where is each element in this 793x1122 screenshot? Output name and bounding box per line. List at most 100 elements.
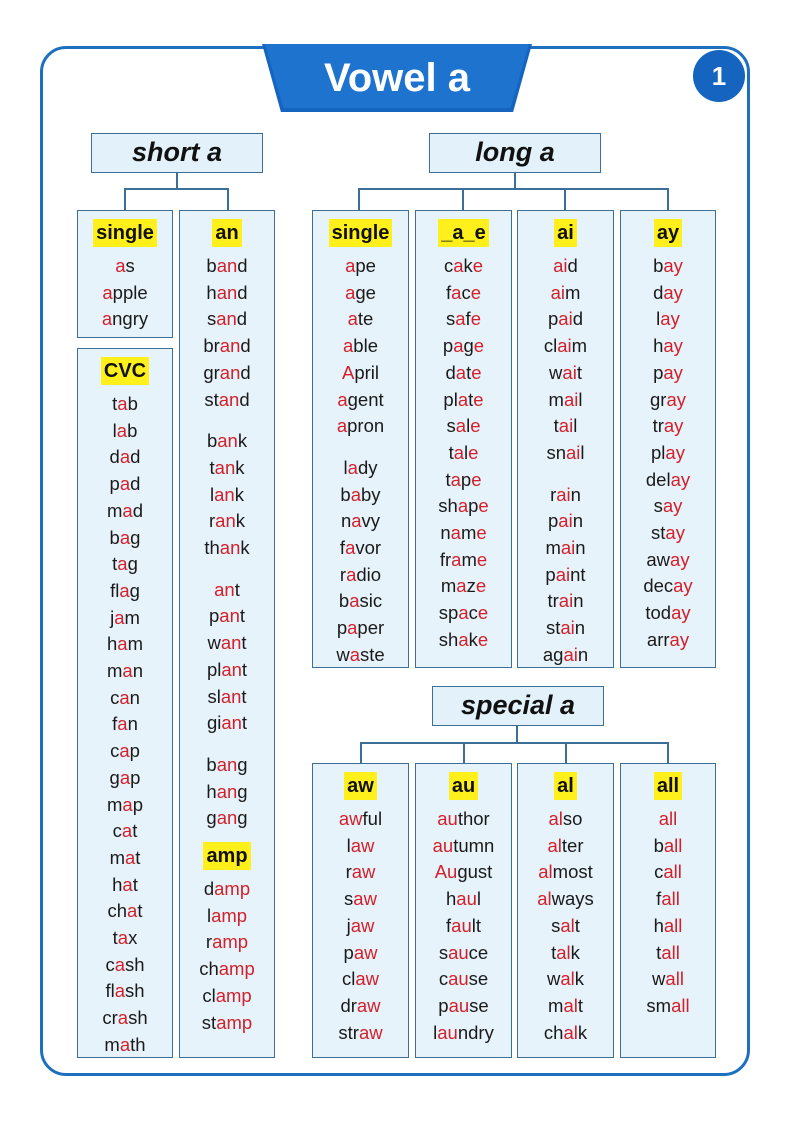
list-item: fall	[621, 886, 715, 913]
letters: sm	[646, 994, 672, 1016]
list-item: wall	[621, 966, 715, 993]
column-special-au: au author autumn August haul fault sauce cause p…	[415, 763, 512, 1058]
letters: l	[343, 456, 348, 478]
letters: t	[241, 632, 247, 654]
highlighted-letters: ay	[663, 281, 683, 303]
list-item: apple	[78, 280, 172, 307]
letters: t	[135, 846, 141, 868]
highlighted-letters: al	[538, 861, 553, 883]
letters: d	[130, 473, 141, 495]
list-item: April	[313, 360, 408, 387]
letters: w	[546, 968, 561, 990]
letters: cl	[202, 984, 216, 1006]
letters: m	[440, 575, 457, 597]
list-item: rain	[518, 482, 613, 509]
highlighted-letters: amp	[212, 931, 249, 953]
list-item: day	[621, 280, 715, 307]
letters: cl	[543, 335, 558, 357]
list-item: tank	[180, 455, 274, 482]
list-item: snail	[518, 440, 613, 467]
letters: t	[112, 393, 118, 414]
list-item: cat	[78, 818, 172, 845]
highlighted-letters: e	[468, 441, 479, 463]
letters: b	[206, 430, 218, 452]
letters: ndry	[457, 1021, 494, 1043]
letters: b	[653, 834, 664, 856]
letters: s	[446, 308, 456, 330]
list-item: stamp	[180, 1010, 274, 1037]
list-item: train	[518, 588, 613, 615]
list-item: lay	[621, 306, 715, 333]
column-short-single: single as apple angry	[77, 210, 173, 338]
list-item: decay	[621, 573, 715, 600]
list-item: stain	[518, 615, 613, 642]
list-item: today	[621, 600, 715, 627]
list-item: clamp	[180, 983, 274, 1010]
highlighted-letters: e	[472, 255, 484, 276]
list-item: slant	[180, 684, 274, 711]
letters: lt	[471, 914, 481, 936]
highlighted-letters: a	[124, 846, 136, 868]
letters: p	[548, 510, 559, 532]
letters: b	[206, 753, 217, 775]
list-item: autumn	[416, 833, 511, 860]
highlighted-letters: an	[216, 281, 238, 303]
letters: t	[577, 994, 583, 1016]
list-item: band	[180, 253, 274, 280]
list-item: paper	[313, 615, 408, 642]
letters: k	[468, 628, 478, 650]
highlighted-letters: all	[671, 994, 690, 1016]
highlighted-letters: e	[473, 335, 485, 357]
letters: pron	[347, 415, 385, 437]
letters: s	[653, 495, 663, 517]
connector	[667, 742, 669, 763]
list-item: pay	[621, 360, 715, 387]
connector	[463, 742, 465, 763]
letters: fl	[110, 579, 120, 601]
group-spacer	[180, 562, 274, 577]
list-item: claim	[518, 333, 613, 360]
highlighted-letters: a	[349, 643, 360, 665]
letters: nt	[570, 563, 586, 585]
group-spacer	[180, 737, 274, 752]
highlighted-letters: aw	[350, 834, 375, 856]
letters: k	[463, 255, 473, 276]
highlighted-letters: an	[216, 807, 238, 829]
list-item: cake	[416, 253, 511, 280]
column-header: ay	[621, 219, 715, 253]
connector	[227, 188, 229, 210]
list-item: mad	[78, 498, 172, 525]
list-item: saw	[313, 886, 408, 913]
highlighted-letters: ai	[558, 415, 574, 437]
highlighted-letters: e	[470, 415, 481, 437]
letters: j	[110, 606, 115, 628]
letters: p	[208, 605, 220, 627]
highlighted-letters: aw	[358, 1021, 383, 1043]
list-item: brand	[180, 333, 274, 360]
letters: sh	[125, 980, 145, 1002]
highlighted-letters: ay	[665, 441, 685, 463]
letters: l	[573, 415, 578, 437]
highlighted-letters: a	[345, 255, 356, 276]
list-item: mat	[78, 845, 172, 872]
highlighted-letters: ai	[563, 643, 578, 665]
highlighted-letters: au	[448, 968, 469, 990]
column-header: _a_e	[416, 219, 511, 253]
letters: tr	[547, 590, 559, 612]
letters: g	[463, 335, 474, 357]
list-item: angry	[78, 306, 172, 333]
list-item: ant	[180, 577, 274, 604]
list-item: cash	[78, 952, 172, 979]
list-item: tape	[416, 467, 511, 494]
highlighted-letters: au	[437, 808, 458, 829]
highlighted-letters: ai	[557, 335, 572, 357]
letters: gr	[650, 388, 667, 410]
list-item: man	[78, 658, 172, 685]
highlighted-letters: ai	[566, 441, 581, 463]
highlighted-letters: a	[114, 606, 125, 628]
list-item: call	[621, 859, 715, 886]
letters: k	[577, 1021, 588, 1043]
letters: t	[234, 578, 240, 600]
highlighted-letters: aw	[356, 994, 381, 1016]
list-item: paw	[313, 940, 408, 967]
